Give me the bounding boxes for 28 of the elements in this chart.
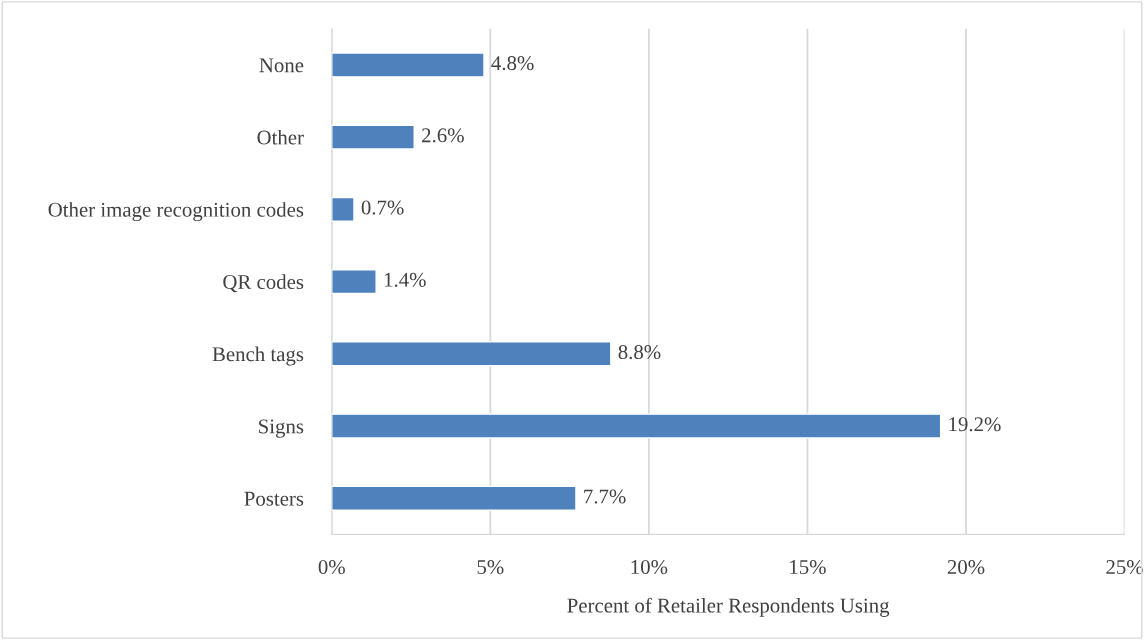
x-tick-label: 20% bbox=[947, 560, 985, 575]
data-label: 4.8% bbox=[491, 56, 534, 71]
bar bbox=[331, 268, 377, 295]
bar bbox=[331, 124, 415, 150]
bar bbox=[331, 52, 485, 78]
y-tick-label: Other image recognition codes bbox=[48, 202, 304, 222]
bar bbox=[331, 341, 612, 367]
data-label: 1.4% bbox=[384, 272, 426, 287]
bar bbox=[331, 485, 577, 511]
x-tick-label: 15% bbox=[790, 560, 826, 575]
data-label: 0.7% bbox=[361, 200, 404, 215]
y-tick-label: QR codes bbox=[223, 274, 304, 293]
bar bbox=[331, 413, 942, 439]
x-tick-label: 10% bbox=[631, 560, 668, 575]
data-label: 2.6% bbox=[422, 128, 464, 143]
x-tick-label: 0% bbox=[318, 560, 345, 575]
y-tick-label: Posters bbox=[244, 491, 304, 506]
data-label: 19.2% bbox=[949, 417, 1001, 432]
data-label: 7.7% bbox=[584, 489, 626, 504]
bar bbox=[331, 196, 355, 222]
x-tick-label: 5% bbox=[477, 560, 504, 575]
x-axis-title: Percent of Retailer Respondents Using bbox=[567, 597, 890, 617]
y-tick-label: Signs bbox=[259, 419, 304, 438]
data-label: 8.8% bbox=[618, 344, 661, 360]
y-tick-label: None bbox=[259, 58, 304, 73]
y-tick-label: Other bbox=[257, 129, 304, 145]
y-tick-label: Bench tags bbox=[212, 346, 304, 366]
x-tick-label: 25% bbox=[1106, 560, 1143, 575]
